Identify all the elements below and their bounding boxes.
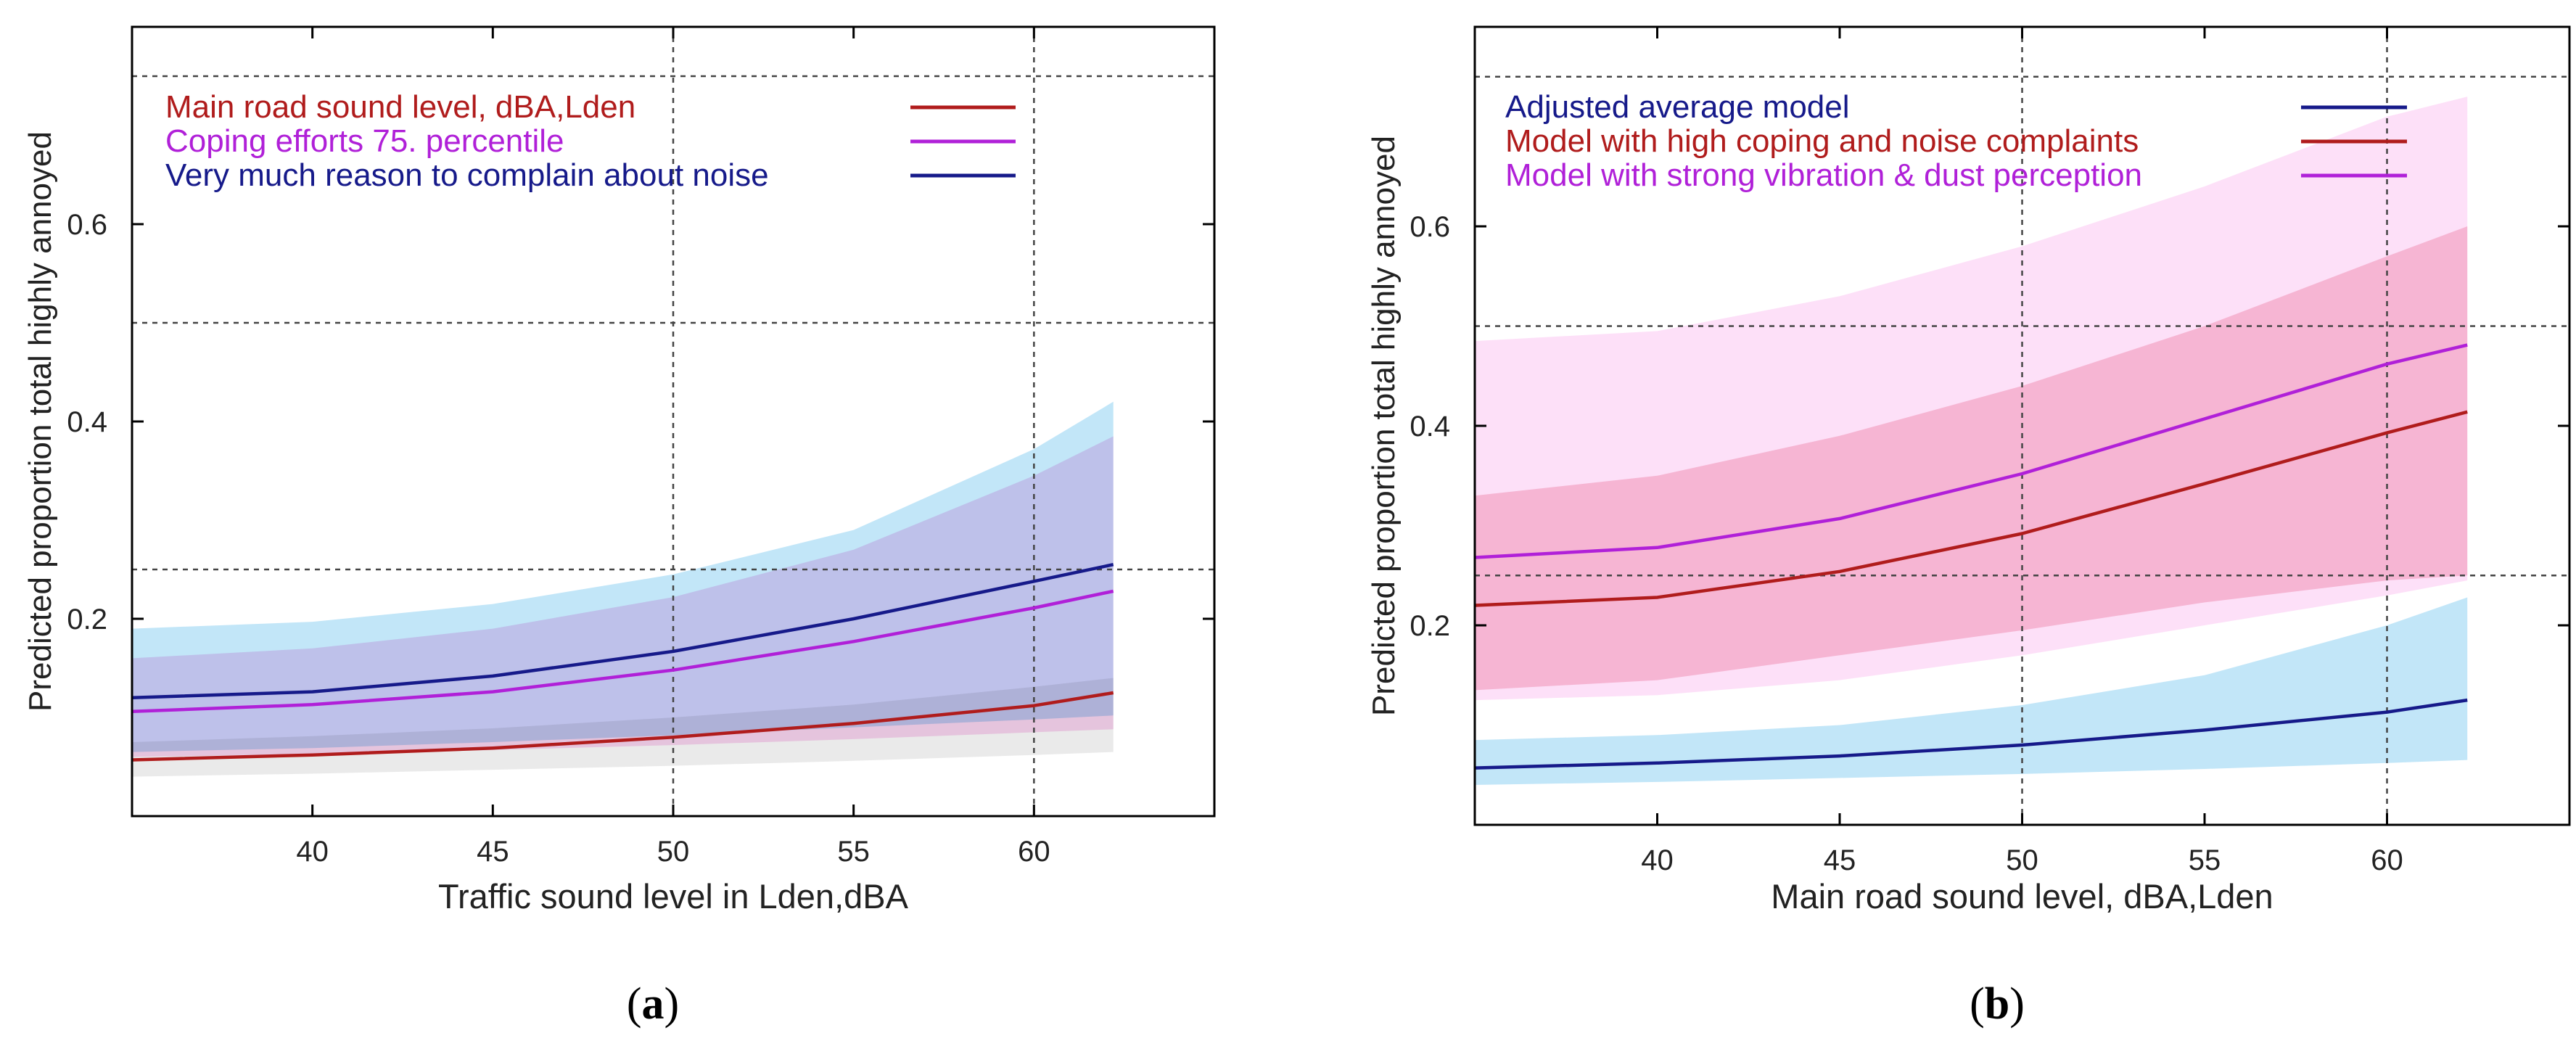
panel-b-x-axis-label: Main road sound level, dBA,Lden [1771, 877, 2273, 915]
panel-b-legend-label: Model with strong vibration & dust perce… [1505, 157, 2142, 193]
panel-a-ytick-label: 0.6 [67, 209, 107, 241]
panel-a-xtick-label: 50 [657, 836, 690, 868]
panel-a: 40 45 50 55 60 0.2 0.4 0.6 Traffic sound… [22, 25, 1216, 1029]
panel-a-series-line-2 [131, 562, 1114, 700]
panel-a-xtick-label: 45 [477, 836, 509, 868]
panel-b-legend-label: Adjusted average model [1505, 89, 1850, 125]
panel-a-xtick-label: 55 [837, 836, 870, 868]
panel-a-reference-lines [132, 27, 1214, 816]
panel-a-ticks [132, 27, 1214, 816]
panel-b-xtick-label: 45 [1824, 844, 1856, 876]
panel-a-legend-label: Coping efforts 75. percentile [165, 123, 564, 159]
panel-a-series-line-0 [131, 691, 1114, 762]
panel-b-reference-lines [1475, 27, 2569, 825]
panel-b: 40 45 50 55 60 0.2 0.4 0.6 Main road sou… [1366, 25, 2571, 1029]
panel-b-y-axis-label: Predicted proportion total highly annoye… [1366, 136, 1402, 716]
panel-b-ytick-label: 0.4 [1410, 411, 1450, 443]
panel-b-caption: (b) [1970, 979, 2025, 1029]
panel-a-xtick-label: 60 [1018, 836, 1050, 868]
panel-a-legend-label: Very much reason to complain about noise [165, 157, 769, 193]
panel-b-series-line-1 [1474, 410, 2468, 607]
panel-b-ticks [1475, 27, 2569, 825]
panel-b-lines [1474, 343, 2468, 770]
panel-b-legend-label: Model with high coping and noise complai… [1505, 123, 2139, 159]
panel-b-series-line-2 [1474, 343, 2468, 559]
panel-a-x-axis-label: Traffic sound level in Lden,dBA [438, 877, 909, 915]
panel-a-ci-band-2 [132, 401, 1114, 752]
panel-b-series-line-0 [1474, 698, 2468, 770]
panel-b-ci-band-0 [1475, 597, 2468, 785]
panel-b-xtick-label: 50 [2006, 844, 2038, 876]
panel-a-y-axis-label: Predicted proportion total highly annoye… [22, 131, 58, 712]
panel-b-legend: Adjusted average model Model with high c… [1505, 89, 2407, 193]
panel-a-legend: Main road sound level, dBA,Lden Coping e… [165, 89, 1016, 193]
panel-b-ci-band-2 [1475, 96, 2468, 701]
panel-a-legend-label: Main road sound level, dBA,Lden [165, 89, 635, 125]
panel-a-series-line-1 [131, 589, 1114, 714]
panel-b-ytick-label: 0.6 [1410, 211, 1450, 243]
panel-a-caption: (a) [627, 979, 679, 1029]
panel-b-xtick-label: 60 [2371, 844, 2403, 876]
panel-a-lines [131, 562, 1114, 762]
panel-b-ytick-label: 0.2 [1410, 610, 1450, 642]
panel-b-xtick-label: 40 [1641, 844, 1674, 876]
panel-b-bands [1475, 96, 2468, 785]
panel-a-ytick-label: 0.2 [67, 604, 107, 635]
panel-b-xtick-label: 55 [2189, 844, 2221, 876]
panel-a-xtick-label: 40 [296, 836, 329, 868]
panel-a-ytick-label: 0.4 [67, 406, 107, 438]
